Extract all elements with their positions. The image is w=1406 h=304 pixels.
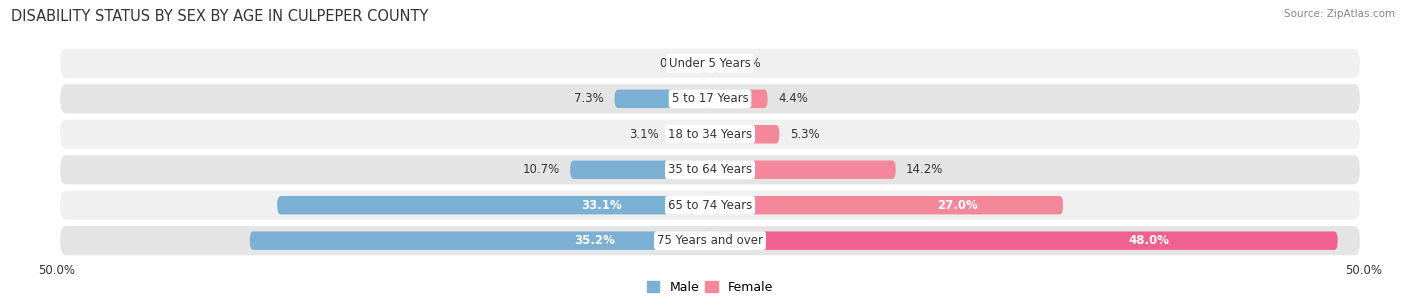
Text: DISABILITY STATUS BY SEX BY AGE IN CULPEPER COUNTY: DISABILITY STATUS BY SEX BY AGE IN CULPE… bbox=[11, 9, 429, 24]
Text: 0.0%: 0.0% bbox=[731, 57, 761, 70]
Text: 7.3%: 7.3% bbox=[575, 92, 605, 105]
FancyBboxPatch shape bbox=[669, 125, 710, 143]
FancyBboxPatch shape bbox=[710, 161, 896, 179]
FancyBboxPatch shape bbox=[614, 90, 710, 108]
FancyBboxPatch shape bbox=[710, 125, 779, 143]
FancyBboxPatch shape bbox=[60, 226, 1360, 255]
FancyBboxPatch shape bbox=[250, 231, 710, 250]
Text: 4.4%: 4.4% bbox=[778, 92, 808, 105]
Text: 75 Years and over: 75 Years and over bbox=[657, 234, 763, 247]
Text: 33.1%: 33.1% bbox=[582, 199, 623, 212]
FancyBboxPatch shape bbox=[710, 231, 1337, 250]
Text: 65 to 74 Years: 65 to 74 Years bbox=[668, 199, 752, 212]
Text: 5 to 17 Years: 5 to 17 Years bbox=[672, 92, 748, 105]
Text: Under 5 Years: Under 5 Years bbox=[669, 57, 751, 70]
Text: 48.0%: 48.0% bbox=[1129, 234, 1170, 247]
FancyBboxPatch shape bbox=[60, 49, 1360, 78]
FancyBboxPatch shape bbox=[569, 161, 710, 179]
FancyBboxPatch shape bbox=[710, 54, 720, 73]
Text: 3.1%: 3.1% bbox=[630, 128, 659, 141]
FancyBboxPatch shape bbox=[700, 54, 710, 73]
FancyBboxPatch shape bbox=[60, 84, 1360, 113]
Text: 0.0%: 0.0% bbox=[659, 57, 689, 70]
Text: 18 to 34 Years: 18 to 34 Years bbox=[668, 128, 752, 141]
FancyBboxPatch shape bbox=[710, 90, 768, 108]
Text: 35.2%: 35.2% bbox=[575, 234, 616, 247]
Text: Source: ZipAtlas.com: Source: ZipAtlas.com bbox=[1284, 9, 1395, 19]
Text: 10.7%: 10.7% bbox=[523, 163, 560, 176]
FancyBboxPatch shape bbox=[60, 191, 1360, 220]
FancyBboxPatch shape bbox=[60, 155, 1360, 184]
Text: 35 to 64 Years: 35 to 64 Years bbox=[668, 163, 752, 176]
Text: 14.2%: 14.2% bbox=[905, 163, 943, 176]
FancyBboxPatch shape bbox=[710, 196, 1063, 214]
Legend: Male, Female: Male, Female bbox=[643, 276, 778, 299]
FancyBboxPatch shape bbox=[60, 120, 1360, 149]
Text: 5.3%: 5.3% bbox=[790, 128, 820, 141]
FancyBboxPatch shape bbox=[277, 196, 710, 214]
Text: 27.0%: 27.0% bbox=[936, 199, 977, 212]
